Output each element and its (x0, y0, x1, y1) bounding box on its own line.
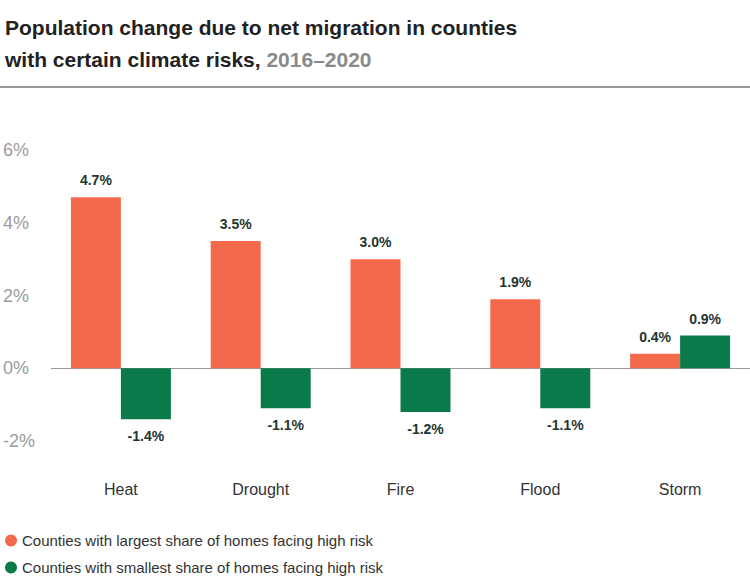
svg-text:6%: 6% (3, 140, 29, 160)
svg-text:-1.4%: -1.4% (128, 428, 165, 444)
svg-text:4.7%: 4.7% (80, 172, 112, 188)
svg-text:Heat: Heat (104, 481, 138, 498)
svg-text:Population change due to net m: Population change due to net migration i… (5, 16, 517, 39)
svg-text:-1.1%: -1.1% (547, 417, 584, 433)
svg-text:-1.2%: -1.2% (407, 421, 444, 437)
svg-text:Drought: Drought (232, 481, 289, 498)
svg-text:2016–2020: 2016–2020 (266, 48, 371, 71)
svg-text:Storm: Storm (659, 481, 702, 498)
svg-text:0.9%: 0.9% (689, 311, 721, 327)
svg-text:2%: 2% (3, 286, 29, 306)
svg-text:-1.1%: -1.1% (267, 417, 304, 433)
svg-text:Counties with largest share of: Counties with largest share of homes fac… (22, 532, 374, 549)
svg-text:Counties with smallest share o: Counties with smallest share of homes fa… (22, 559, 383, 576)
svg-text:Flood: Flood (520, 481, 560, 498)
svg-text:Fire: Fire (387, 481, 415, 498)
svg-text:0.4%: 0.4% (639, 329, 671, 345)
svg-text:3.0%: 3.0% (360, 234, 392, 250)
svg-text:1.9%: 1.9% (499, 274, 531, 290)
svg-text:4%: 4% (3, 213, 29, 233)
svg-text:3.5%: 3.5% (220, 216, 252, 232)
svg-text:-2%: -2% (3, 431, 35, 451)
svg-text:0%: 0% (3, 358, 29, 378)
svg-text:with certain climate risks,: with certain climate risks, (4, 48, 261, 71)
